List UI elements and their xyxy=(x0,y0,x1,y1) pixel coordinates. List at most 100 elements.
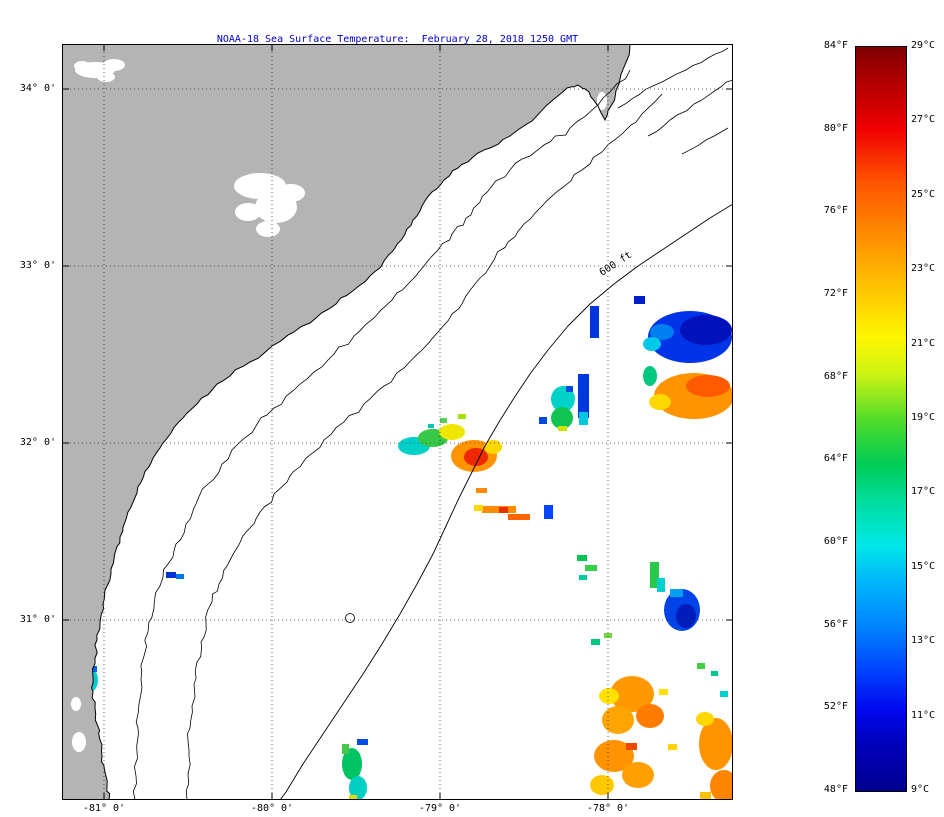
contour-600ft xyxy=(279,203,733,800)
colorbar-c-label-10: 9°C xyxy=(911,784,930,795)
colorbar-f-label-3: 72°F xyxy=(823,288,848,299)
lon-tick-label-2: -79° 0' xyxy=(418,803,462,814)
cloud-over-land xyxy=(235,203,261,221)
colorbar-c-label-8: 13°C xyxy=(911,635,936,647)
sst-patch xyxy=(579,575,587,580)
colorbar-f-label-2: 76°F xyxy=(823,205,848,217)
sst-patch xyxy=(686,375,730,397)
sst-patch xyxy=(710,770,733,800)
sst-patch xyxy=(166,572,176,578)
sst-patch xyxy=(590,306,599,338)
sst-patch xyxy=(602,706,634,734)
sst-patch xyxy=(176,574,184,579)
sst-patch xyxy=(476,488,487,493)
lon-tick-label-1: -80° 0' xyxy=(250,803,294,814)
sst-patch xyxy=(636,704,664,728)
sst-patch xyxy=(696,712,714,726)
sst-patch xyxy=(585,565,597,571)
sst-patch xyxy=(626,743,637,750)
cloud-over-land xyxy=(74,61,90,71)
cloud-over-land xyxy=(72,732,86,752)
colorbar-f-label-6: 60°F xyxy=(823,536,848,547)
cloud-over-land xyxy=(97,72,115,82)
sst-patch xyxy=(711,671,718,676)
sst-patch xyxy=(697,663,705,669)
sst-patch xyxy=(90,666,97,672)
sst-patch xyxy=(357,739,368,745)
colorbar-c-label-7: 15°C xyxy=(911,560,936,572)
sst-patch xyxy=(508,514,530,520)
lon-tick-label-3: -78° 0' xyxy=(586,803,630,814)
sst-patch xyxy=(484,440,502,454)
cloud-over-land xyxy=(103,59,125,71)
sst-patch xyxy=(539,417,547,424)
colorbar-c-label-9: 11°C xyxy=(911,709,936,721)
sst-patch xyxy=(349,795,357,800)
sst-patch xyxy=(720,691,728,697)
figure-title-line1: NOAA-18 Sea Surface Temperature: Februar… xyxy=(216,34,579,45)
colorbar xyxy=(855,46,907,792)
lon-tick-label-0: -81° 0' xyxy=(82,803,126,814)
sst-patch xyxy=(590,775,614,795)
sst-patch xyxy=(634,296,645,304)
sst-patch xyxy=(676,604,696,628)
sst-patch xyxy=(578,374,589,418)
land xyxy=(62,44,630,800)
sst-patch xyxy=(594,740,634,772)
sst-patch xyxy=(650,562,659,588)
colorbar-f-label-7: 56°F xyxy=(823,618,848,630)
shore-contour xyxy=(681,127,729,155)
sst-patch xyxy=(577,555,587,561)
sst-patch xyxy=(440,418,447,423)
sst-patch xyxy=(680,315,732,345)
sst-map: 600 ft xyxy=(62,44,733,800)
sst-patch xyxy=(551,407,573,429)
coastline xyxy=(91,44,631,800)
cloud-over-land xyxy=(71,697,81,711)
colorbar-f-label-9: 48°F xyxy=(823,784,848,795)
colorbar-c-label-0: 29°C xyxy=(911,40,936,51)
sst-patch xyxy=(643,337,661,351)
sst-patch xyxy=(657,578,665,592)
sst-patch xyxy=(699,718,733,770)
sst-patch xyxy=(458,414,466,419)
sst-patch xyxy=(558,426,567,431)
sst-patch xyxy=(551,386,575,412)
map-frame xyxy=(62,44,733,800)
bathymetry-contour-outer xyxy=(185,93,663,800)
lat-tick-label-3: 31° 0' xyxy=(19,614,56,625)
shore-contour xyxy=(617,47,729,109)
sst-patch xyxy=(700,792,711,800)
colorbar-c-label-5: 19°C xyxy=(911,412,936,423)
bathymetry-contour-inner xyxy=(132,69,631,800)
contour-ring xyxy=(345,613,355,623)
colorbar-c-label-3: 23°C xyxy=(911,263,936,275)
colorbar-f-label-4: 68°F xyxy=(823,370,848,382)
colorbar-c-label-6: 17°C xyxy=(911,486,936,498)
colorbar-f-label-8: 52°F xyxy=(823,701,848,713)
colorbar-c-label-4: 21°C xyxy=(911,337,936,349)
sst-patch xyxy=(579,412,588,425)
sst-patch xyxy=(650,324,674,340)
sst-patch xyxy=(649,394,671,410)
sst-patch xyxy=(668,744,677,750)
sst-patch xyxy=(643,366,657,386)
sst-patch xyxy=(599,688,619,704)
sst-patch xyxy=(566,386,573,392)
cloud-over-land xyxy=(256,221,280,237)
cloud-over-land xyxy=(277,184,305,202)
sst-patch xyxy=(544,505,553,519)
colorbar-c-label-2: 25°C xyxy=(911,188,936,200)
sst-patch xyxy=(499,507,508,513)
lat-tick-label-0: 34° 0' xyxy=(19,83,56,94)
sst-patch xyxy=(428,424,434,428)
sst-patch xyxy=(610,676,654,712)
lat-tick-label-1: 33° 0' xyxy=(19,260,56,271)
lat-tick-label-2: 32° 0' xyxy=(19,437,56,448)
sst-patch xyxy=(342,748,362,780)
sst-patch xyxy=(670,589,683,597)
sst-patch xyxy=(474,505,483,511)
colorbar-f-label-1: 80°F xyxy=(823,122,848,134)
sst-patch xyxy=(342,744,349,754)
